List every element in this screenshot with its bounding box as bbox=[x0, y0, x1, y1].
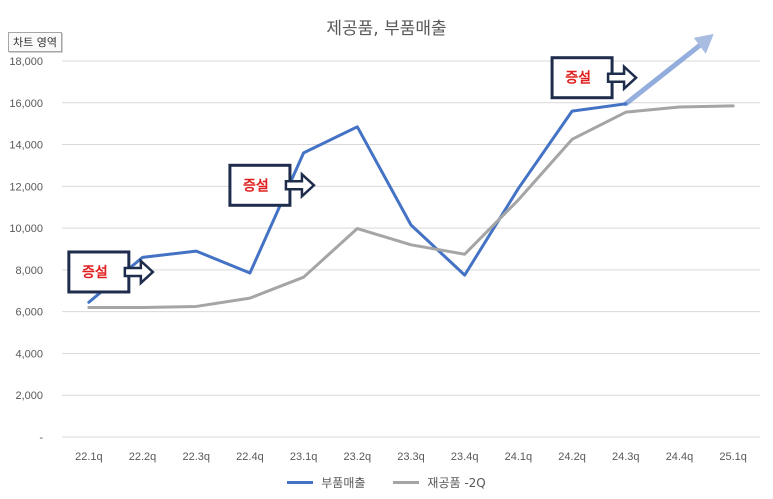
callout-arrow bbox=[284, 171, 316, 200]
series-line-2 bbox=[87, 104, 735, 309]
callout-1: 증설 bbox=[67, 250, 155, 294]
legend-item-series-1: 부품매출 bbox=[287, 474, 365, 491]
x-tick-label: 24.3q bbox=[612, 451, 640, 463]
callout-label: 증설 bbox=[243, 178, 269, 194]
x-tick-label: 25.1q bbox=[719, 451, 747, 463]
x-tick-label: 22.4q bbox=[236, 451, 264, 463]
x-tick-label: 23.4q bbox=[451, 451, 479, 463]
y-tick-label: 8,000 bbox=[15, 265, 43, 277]
legend-label-series-2: 재공품 -2Q bbox=[427, 476, 486, 490]
y-tick-label: 18,000 bbox=[9, 56, 43, 68]
trend-arrow-head bbox=[693, 33, 714, 54]
legend-swatch-series-1 bbox=[287, 481, 314, 484]
y-tick-label: - bbox=[39, 432, 43, 444]
x-tick-label: 22.3q bbox=[182, 451, 210, 463]
x-tick-label: 23.3q bbox=[397, 451, 425, 463]
legend-label-series-1: 부품매출 bbox=[321, 476, 366, 490]
line-chart: - 2,000 4,000 6,000 8,000 10,000 12,000 14,000 1… bbox=[9, 33, 760, 463]
legend-item-series-2: 재공품 -2Q bbox=[393, 474, 486, 491]
x-tick-label: 22.1q bbox=[75, 451, 103, 463]
series-line-1 bbox=[87, 102, 628, 304]
callout-arrow bbox=[606, 63, 638, 92]
callout-2: 증설 bbox=[228, 163, 316, 207]
y-tick-label: 6,000 bbox=[15, 307, 43, 319]
chart-title: 제공품, 부품매출 bbox=[326, 19, 447, 39]
legend: 부품매출 재공품 -2Q bbox=[0, 474, 773, 491]
y-tick-label: 12,000 bbox=[9, 181, 43, 193]
x-tick-label: 24.4q bbox=[666, 451, 694, 463]
callout-label: 증설 bbox=[565, 71, 591, 87]
callout-arrow bbox=[123, 258, 155, 286]
x-tick-label: 24.2q bbox=[558, 451, 586, 463]
legend-swatch-series-2 bbox=[393, 481, 420, 484]
callout-box bbox=[550, 56, 614, 100]
x-tick-label: 22.2q bbox=[129, 451, 157, 463]
y-tick-label: 14,000 bbox=[9, 140, 43, 152]
chart-area-tooltip: 차트 영역 bbox=[8, 32, 62, 52]
trend-arrow-shaft bbox=[623, 41, 705, 107]
y-tick-label: 4,000 bbox=[15, 348, 43, 360]
y-tick-label: 10,000 bbox=[9, 223, 43, 235]
x-tick-label: 24.1q bbox=[505, 451, 533, 463]
callout-box bbox=[67, 250, 131, 294]
y-tick-label: 16,000 bbox=[9, 98, 43, 110]
callout-label: 증설 bbox=[82, 265, 108, 281]
x-tick-label: 23.1q bbox=[290, 451, 318, 463]
x-tick-label: 23.2q bbox=[344, 451, 372, 463]
y-tick-label: 2,000 bbox=[15, 390, 43, 402]
callout-3: 증설 bbox=[550, 56, 638, 100]
